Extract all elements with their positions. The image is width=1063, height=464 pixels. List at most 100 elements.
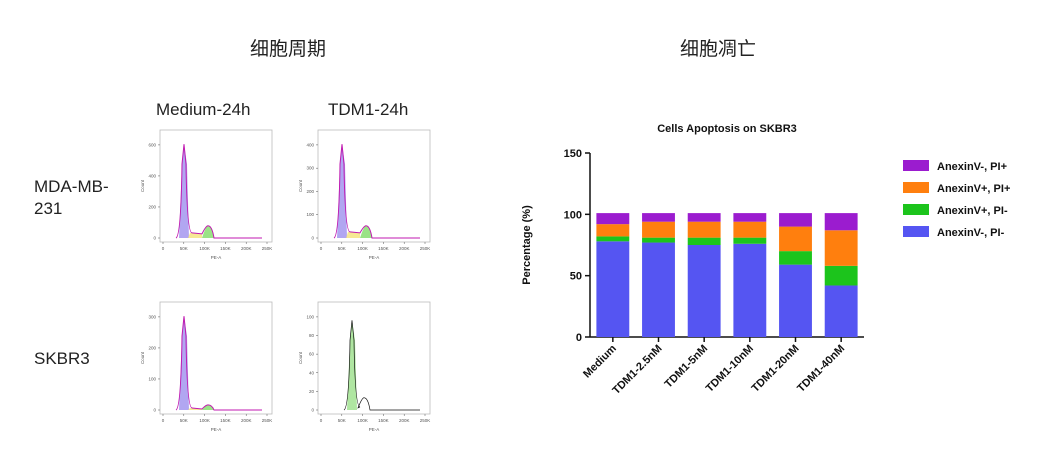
y-tick-label: 50 xyxy=(570,271,582,283)
legend-label: AnexinV+, PI+ xyxy=(937,183,1010,195)
y-tick-label: 0 xyxy=(153,236,156,241)
x-tick-label: 100K xyxy=(199,418,210,423)
x-tick-label: TDM1-5nM xyxy=(662,343,710,391)
histogram-curve xyxy=(333,144,420,239)
y-tick-label: 600 xyxy=(148,142,156,147)
bar-segment xyxy=(733,221,767,238)
column-header-medium: Medium-24h xyxy=(156,100,251,119)
x-axis-label: PE-A xyxy=(369,427,380,432)
bar-segment xyxy=(596,213,630,225)
bar-segment xyxy=(596,241,630,337)
y-tick-label: 300 xyxy=(148,314,156,319)
y-axis-label: Count xyxy=(298,351,303,364)
y-tick-label: 80 xyxy=(309,333,315,338)
bar-segment xyxy=(824,230,858,266)
chart-title: Cells Apoptosis on SKBR3 xyxy=(657,123,797,135)
y-tick-label: 150 xyxy=(564,148,582,160)
y-axis-label: Count xyxy=(140,351,145,364)
panel-frame xyxy=(317,129,431,243)
y-tick-label: 100 xyxy=(306,314,314,319)
x-tick-label: 0 xyxy=(320,246,323,251)
column-header-tdm1: TDM1-24h xyxy=(328,100,409,119)
y-tick-label: 200 xyxy=(306,189,314,194)
bar-segment xyxy=(687,221,721,238)
y-tick-label: 0 xyxy=(311,236,314,241)
x-axis-label: PE-A xyxy=(211,427,222,432)
panel-frame xyxy=(317,301,431,415)
bar-segment xyxy=(824,285,858,337)
histogram-panel: 0 50K 100K 150K 200K 250K PE-A 0 100 200 300 400 Cou… xyxy=(298,129,431,260)
y-tick-label: 40 xyxy=(309,370,315,375)
x-tick-label: 250K xyxy=(420,246,431,251)
legend-swatch xyxy=(903,182,929,193)
bar-segment xyxy=(779,251,812,265)
bar-segment xyxy=(596,224,630,237)
y-tick-label: 200 xyxy=(148,345,156,350)
y-tick-label: 400 xyxy=(306,142,314,147)
legend-swatch xyxy=(903,226,929,237)
x-tick-label: 200K xyxy=(241,246,252,251)
g1-fit-area xyxy=(347,320,357,410)
x-tick-label: 100K xyxy=(199,246,210,251)
legend-swatch xyxy=(903,160,929,171)
y-tick-label: 60 xyxy=(309,352,315,357)
bar-segment xyxy=(687,237,721,245)
y-axis-label: Count xyxy=(298,179,303,192)
x-tick-label: 150K xyxy=(378,246,389,251)
apoptosis-bar-chart: Cells Apoptosis on SKBR3 0 50 100 150 Percent… xyxy=(521,123,1010,397)
x-tick-label: 250K xyxy=(262,246,273,251)
x-tick-label: 150K xyxy=(220,418,231,423)
histogram-curve xyxy=(175,316,262,411)
bar-segment xyxy=(733,243,767,337)
bar-segment xyxy=(596,236,630,242)
y-tick-label: 400 xyxy=(148,173,156,178)
x-tick-label: 50K xyxy=(338,246,346,251)
y-tick-label: 0 xyxy=(153,408,156,413)
y-axis-label: Percentage (%) xyxy=(521,205,533,285)
bar-segment xyxy=(779,264,812,337)
bar-segment xyxy=(733,213,767,222)
x-tick-label: TDM1-10nM xyxy=(704,343,756,395)
panel-frame xyxy=(159,129,273,243)
y-tick-label: 200 xyxy=(148,204,156,209)
x-tick-label: 50K xyxy=(180,418,188,423)
histogram-curve xyxy=(343,320,420,411)
cell-cycle-histograms: 0 50K 100K 150K 200K 250KPE-A0200400600Count0… xyxy=(140,129,431,432)
bar-segment xyxy=(642,242,675,337)
x-tick-label: 150K xyxy=(220,246,231,251)
x-tick-label: 100K xyxy=(357,418,368,423)
bar-segment xyxy=(779,226,812,252)
x-tick-label: Medium xyxy=(581,342,619,380)
bar-segment xyxy=(824,213,858,231)
bar-segment xyxy=(824,265,858,286)
s-phase-area xyxy=(346,231,360,238)
y-tick-label: 300 xyxy=(306,166,314,171)
x-tick-label: 150K xyxy=(378,418,389,423)
x-tick-label: TDM1-20nM xyxy=(749,343,801,395)
x-axis-label: PE-A xyxy=(369,255,380,260)
x-tick-label: 200K xyxy=(241,418,252,423)
bar-segment xyxy=(733,237,767,244)
bar-segment xyxy=(779,213,812,227)
x-tick-label: TDM1-40nM xyxy=(795,343,847,395)
apoptosis-title: 细胞凋亡 xyxy=(680,38,757,60)
x-tick-label: 0 xyxy=(320,418,323,423)
bar-segment xyxy=(642,221,675,238)
y-axis-label: Count xyxy=(140,179,145,192)
x-tick-label: 200K xyxy=(399,246,410,251)
row-label-mda-mb-231: MDA-MB-231 xyxy=(34,177,109,218)
y-tick-label: 100 xyxy=(148,376,156,381)
x-tick-label: 250K xyxy=(262,418,273,423)
legend-label: AnexinV-, PI+ xyxy=(937,161,1007,173)
histogram-panel: 0 50K 100K 150K 200K 250K PE-A 0 200 400 600 Count xyxy=(140,129,273,260)
x-axis-label: PE-A xyxy=(211,255,222,260)
legend-label: AnexinV-, PI- xyxy=(937,227,1005,239)
y-tick-label: 0 xyxy=(311,408,314,413)
bar-segment xyxy=(687,245,721,337)
x-tick-label: 250K xyxy=(420,418,431,423)
histogram-panel: 0 50K 100K 150K 200K 250K PE-A 0 20 40 60 80 100 Coun… xyxy=(298,301,431,432)
x-tick-label: 50K xyxy=(338,418,346,423)
x-tick-label: 100K xyxy=(357,246,368,251)
bar-segment xyxy=(642,213,675,222)
